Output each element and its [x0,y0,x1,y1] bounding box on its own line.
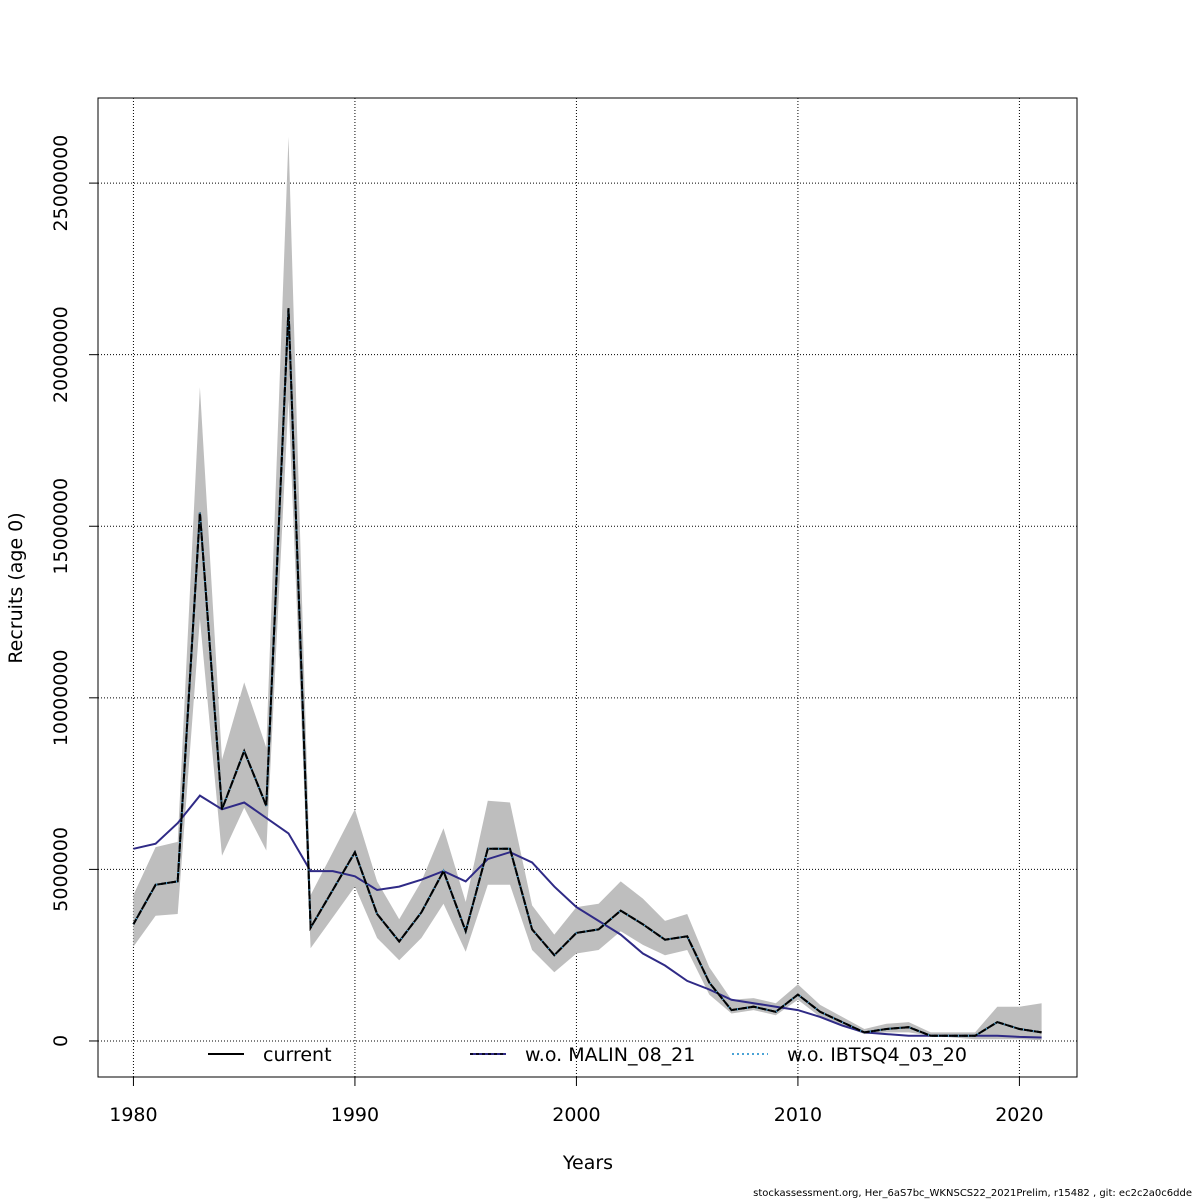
legend: current w.o. MALIN_08_21 w.o. IBTSQ4_03_20 [208,1044,967,1066]
series-line-current-overlay [132,308,1042,1037]
x-tick-label: 2000 [552,1104,600,1126]
y-tick-label: 5000000 [50,827,72,912]
x-tick-label: 1980 [109,1104,157,1126]
grid-lines [98,98,1077,1077]
y-axis-title: Recruits (age 0) [5,512,27,663]
legend-label: w.o. IBTSQ4_03_20 [787,1044,967,1066]
x-tick-label: 2020 [995,1104,1043,1126]
y-tick-label: 0 [50,1035,72,1047]
x-tick-label: 2010 [774,1104,822,1126]
series-line-w-o-malin-08-21 [133,794,1042,1039]
y-tick-label: 15000000 [50,478,72,575]
footer-credit: stockassessment.org, Her_6aS7bc_WKNSCS22… [753,1188,1192,1199]
y-axis: 0 5000000 10000000 15000000 20000000 25000000 [50,135,99,1047]
confidence-band [133,136,1042,1041]
legend-item-current: current [208,1044,332,1066]
legend-item-w-o-ibtsq4-03-20: w.o. IBTSQ4_03_20 [732,1044,967,1066]
y-tick-label: 10000000 [50,649,72,746]
legend-label: w.o. MALIN_08_21 [525,1044,695,1066]
x-tick-label: 1990 [331,1104,379,1126]
x-axis: 1980 1990 2000 2010 2020 [109,1076,1044,1126]
legend-item-w-o-malin-08-21: w.o. MALIN_08_21 [470,1044,695,1066]
y-tick-label: 20000000 [50,306,72,403]
x-axis-title: Years [562,1152,613,1174]
y-tick-label: 25000000 [50,135,72,232]
legend-label: current [263,1044,332,1066]
plot-area [132,136,1042,1041]
